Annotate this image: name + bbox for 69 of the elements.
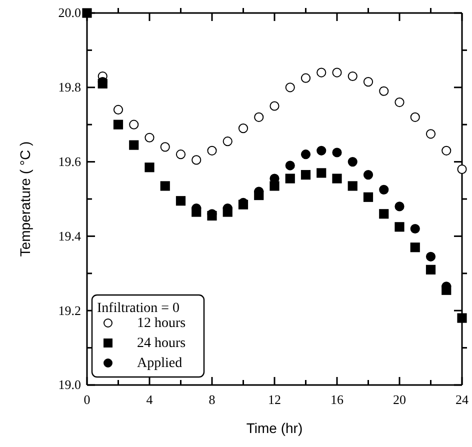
point — [300, 73, 311, 83]
x-tick-label: 12 — [268, 392, 281, 408]
text: 19.0 — [58, 377, 81, 392]
point — [160, 181, 170, 191]
point — [410, 242, 420, 252]
point — [176, 196, 186, 206]
y-axis-title: Temperature ( °C ) — [17, 141, 33, 257]
x-tick-label: 4 — [146, 392, 154, 408]
point — [348, 181, 358, 191]
point — [144, 162, 154, 172]
point — [113, 104, 124, 115]
point — [332, 68, 342, 78]
point — [144, 132, 154, 142]
point — [82, 8, 92, 18]
point — [363, 77, 374, 87]
point — [410, 112, 420, 122]
point — [316, 168, 326, 178]
point — [394, 202, 404, 212]
point — [426, 252, 436, 262]
x-tick-label: 16 — [330, 392, 344, 408]
point — [379, 86, 389, 96]
point — [207, 146, 217, 156]
point — [238, 124, 248, 134]
point — [222, 136, 232, 146]
point — [457, 313, 467, 323]
x-tick-label: 24 — [456, 392, 469, 408]
x-axis-title: Time (hr) — [246, 420, 303, 436]
point — [379, 209, 389, 219]
point — [348, 71, 358, 82]
x-tick-label: 20 — [393, 392, 406, 408]
point — [332, 148, 342, 158]
point — [316, 68, 326, 78]
point — [160, 142, 170, 152]
point — [176, 150, 186, 160]
point — [442, 146, 452, 156]
x-tick-label: 8 — [208, 392, 216, 408]
point — [113, 120, 124, 130]
point — [285, 82, 295, 92]
point — [379, 184, 389, 194]
y-tick-label: 20.0 — [58, 5, 81, 20]
point — [192, 155, 202, 165]
point — [285, 174, 295, 184]
point — [129, 140, 139, 150]
point — [129, 120, 139, 130]
legend-label: Applied — [137, 356, 182, 371]
legend-title: Infiltration = 0 — [97, 301, 180, 316]
y-tick-label: 19.4 — [58, 228, 82, 244]
point — [285, 160, 295, 170]
y-tick-label: 19.6 — [58, 154, 82, 169]
point — [300, 170, 311, 180]
point — [410, 224, 420, 234]
point — [300, 150, 311, 160]
point — [270, 101, 280, 111]
legend-label: 12 hours — [137, 316, 186, 331]
legend-label: 24 hours — [137, 336, 186, 351]
point — [363, 170, 374, 180]
point — [254, 112, 264, 122]
x-tick-label: 0 — [84, 392, 90, 408]
point — [426, 129, 436, 139]
point — [426, 264, 436, 274]
point — [316, 146, 326, 156]
point — [457, 164, 467, 174]
point — [363, 192, 374, 202]
point — [348, 157, 358, 167]
point — [394, 97, 404, 108]
point — [394, 222, 404, 232]
y-tick-label: 19.2 — [58, 302, 81, 318]
point — [332, 174, 342, 184]
y-tick-label: 19.8 — [58, 80, 81, 95]
